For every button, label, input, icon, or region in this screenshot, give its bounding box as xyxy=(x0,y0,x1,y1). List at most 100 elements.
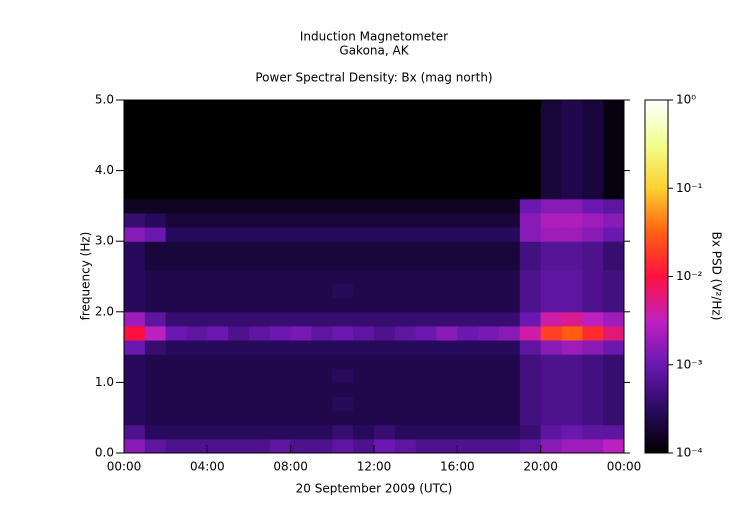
colorbar-tick-label: 10⁰ xyxy=(676,93,696,107)
heatmap-cell xyxy=(249,311,271,327)
heatmap-cell xyxy=(165,184,187,200)
heatmap-cell xyxy=(603,325,625,341)
heatmap-cell xyxy=(436,142,458,157)
heatmap-cell xyxy=(374,227,396,242)
heatmap-cell xyxy=(332,297,354,313)
heatmap-cell xyxy=(186,396,208,412)
heatmap-cell xyxy=(478,438,500,454)
heatmap-cell xyxy=(478,354,500,369)
heatmap-cell xyxy=(519,396,542,412)
heatmap-cell xyxy=(478,156,500,172)
heatmap-cell xyxy=(561,311,583,327)
heatmap-cell xyxy=(144,424,167,440)
heatmap-cell xyxy=(353,114,375,129)
heatmap-cell xyxy=(457,438,479,454)
heatmap-cell xyxy=(478,340,500,355)
heatmap-cell xyxy=(603,241,625,256)
heatmap-cell xyxy=(269,297,292,313)
heatmap-cell xyxy=(436,156,458,172)
heatmap-cell xyxy=(394,198,417,214)
heatmap-cell xyxy=(249,410,271,426)
heatmap-cell xyxy=(353,255,375,270)
heatmap-cell xyxy=(144,438,167,454)
x-tick-label: 00:00 xyxy=(107,460,142,474)
heatmap-cell xyxy=(499,241,521,256)
heatmap-cell xyxy=(332,424,354,440)
heatmap-cell xyxy=(290,424,312,440)
heatmap-cell xyxy=(519,297,542,313)
heatmap-cell xyxy=(394,142,417,157)
heatmap-cell xyxy=(124,184,146,200)
heatmap-cell xyxy=(165,325,187,341)
heatmap-cell xyxy=(519,410,542,426)
heatmap-cell xyxy=(228,438,250,454)
heatmap-cell xyxy=(249,227,271,242)
heatmap-cell xyxy=(165,340,187,355)
heatmap-cell xyxy=(582,156,604,172)
heatmap-cell xyxy=(499,227,521,242)
heatmap-cell xyxy=(269,340,292,355)
heatmap-cell xyxy=(499,354,521,369)
heatmap-cell xyxy=(207,396,229,412)
heatmap-cell xyxy=(207,212,229,228)
y-tick-label: 2.0 xyxy=(95,304,114,318)
heatmap-cell xyxy=(394,227,417,242)
heatmap-cell xyxy=(582,410,604,426)
heatmap-cell xyxy=(436,368,458,383)
heatmap-cell xyxy=(311,325,333,341)
heatmap-cell xyxy=(499,156,521,172)
heatmap-cell xyxy=(353,311,375,327)
x-tick-label: 08:00 xyxy=(273,460,308,474)
heatmap-cell xyxy=(353,325,375,341)
heatmap-cell xyxy=(436,396,458,412)
heatmap-cell xyxy=(269,198,292,214)
heatmap-cell xyxy=(415,170,437,186)
heatmap-cell xyxy=(311,424,333,440)
heatmap-cell xyxy=(144,340,167,355)
heatmap-cell xyxy=(561,100,583,115)
heatmap-cell xyxy=(478,170,500,186)
heatmap-cell xyxy=(582,184,604,200)
heatmap-cell xyxy=(332,170,354,186)
heatmap-cell xyxy=(144,156,167,172)
heatmap-cell xyxy=(519,142,542,157)
heatmap-cell xyxy=(186,241,208,256)
heatmap-cell xyxy=(415,368,437,383)
heatmap-cell xyxy=(228,368,250,383)
heatmap-cell xyxy=(249,297,271,313)
heatmap-cell xyxy=(457,227,479,242)
heatmap-cell xyxy=(374,255,396,270)
heatmap-cell xyxy=(144,114,167,129)
heatmap-cell xyxy=(478,227,500,242)
heatmap-cell xyxy=(124,283,146,299)
heatmap-cell xyxy=(603,382,625,398)
heatmap-cell xyxy=(457,170,479,186)
heatmap-cell xyxy=(582,297,604,313)
x-tick-label: 20:00 xyxy=(523,460,558,474)
heatmap-cell xyxy=(228,227,250,242)
heatmap-cell xyxy=(540,368,562,383)
heatmap-cell xyxy=(124,100,146,115)
heatmap-cell xyxy=(374,283,396,299)
heatmap-cell xyxy=(499,325,521,341)
heatmap-cell xyxy=(332,212,354,228)
heatmap-cell xyxy=(228,283,250,299)
heatmap-cell xyxy=(228,156,250,172)
heatmap-cell xyxy=(290,269,312,285)
heatmap-cell xyxy=(415,382,437,398)
heatmap-cell xyxy=(165,156,187,172)
heatmap-cell xyxy=(124,311,146,327)
heatmap-cell xyxy=(124,128,146,143)
heatmap-cell xyxy=(582,325,604,341)
heatmap-cell xyxy=(540,269,562,285)
heatmap-cell xyxy=(124,142,146,157)
heatmap-cell xyxy=(353,198,375,214)
heatmap-cell xyxy=(603,424,625,440)
heatmap-cell xyxy=(290,170,312,186)
heatmap-cell xyxy=(228,354,250,369)
heatmap-cell xyxy=(353,241,375,256)
heatmap-cell xyxy=(311,170,333,186)
heatmap-cell xyxy=(457,424,479,440)
heatmap-cell xyxy=(332,283,354,299)
heatmap-cell xyxy=(332,184,354,200)
